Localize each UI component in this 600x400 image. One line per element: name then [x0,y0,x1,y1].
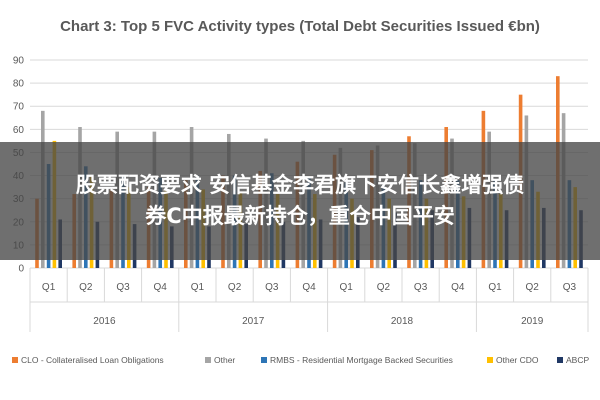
legend-swatch [12,357,18,363]
x-tick-label: Q3 [265,282,279,293]
year-group-label: 2018 [391,316,414,327]
legend-swatch [261,357,267,363]
x-tick-label: Q2 [228,282,242,293]
x-tick-label: Q3 [116,282,130,293]
x-tick-label: Q1 [340,282,354,293]
y-tick-label: 90 [13,56,25,67]
year-group-label: 2019 [521,316,544,327]
x-tick-label: Q4 [302,282,316,293]
year-group-label: 2016 [93,316,116,327]
legend-label: CLO - Collateralised Loan Obligations [21,355,164,365]
legend-swatch [487,357,493,363]
banner-text: 股票配资要求 安信基金李君旗下安信长鑫增强债 券C中报最新持仓，重仓中国平安 [75,173,525,228]
legend-label: Other CDO [496,355,539,365]
legend-label: ABCP [566,355,589,365]
x-tick-label: Q1 [488,282,502,293]
legend: CLO - Collateralised Loan Obligations Oth… [12,355,589,365]
x-tick-label: Q2 [79,282,93,293]
legend-label: Other [214,355,235,365]
y-tick-label: 80 [13,79,25,90]
x-tick-label: Q3 [414,282,428,293]
banner-overlay: 股票配资要求 安信基金李君旗下安信长鑫增强债 券C中报最新持仓，重仓中国平安 [0,142,600,260]
x-tick-label: Q2 [377,282,391,293]
x-tick-label: Q4 [451,282,465,293]
chart-title: Chart 3: Top 5 FVC Activity types (Total… [60,18,540,35]
legend-swatch [205,357,211,363]
legend-swatch [557,357,563,363]
y-tick-label: 0 [18,264,24,275]
x-axis-tick-labels: Q1 Q2 Q3 Q4 Q1 Q2 Q3 Q4 Q1 Q2 Q3 Q4 Q1 Q2 Q3 [29,268,589,303]
x-tick-label: Q4 [154,282,168,293]
x-axis-year-groups: 2016 2017 2018 2019 [29,302,589,332]
y-tick-label: 70 [13,102,25,113]
x-tick-label: Q1 [42,282,56,293]
year-group-label: 2017 [242,316,265,327]
x-tick-label: Q1 [191,282,205,293]
y-tick-label: 60 [13,125,25,136]
legend-label: RMBS - Residential Mortgage Backed Secur… [270,355,453,365]
x-tick-label: Q3 [563,282,577,293]
x-tick-label: Q2 [526,282,540,293]
